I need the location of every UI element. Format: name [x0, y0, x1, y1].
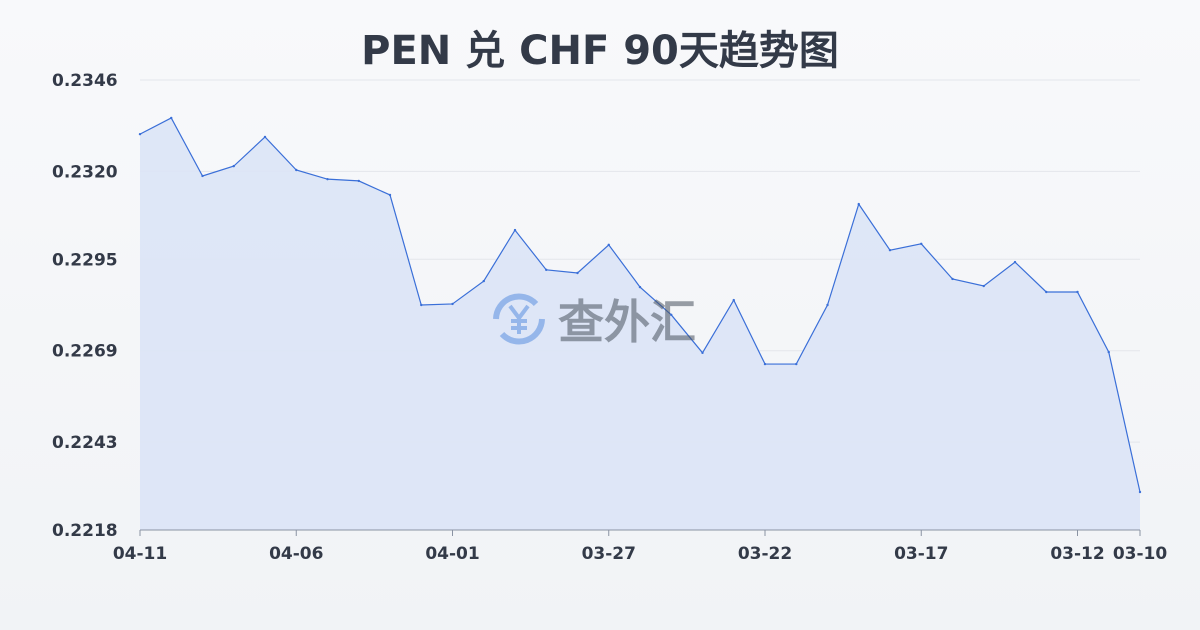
x-tick-label: 03-27 — [582, 544, 636, 564]
data-point — [888, 248, 892, 252]
watermark: 查外汇 — [488, 286, 696, 352]
data-point — [1076, 290, 1079, 294]
data-point — [295, 168, 298, 172]
y-tick-label: 0.2269 — [52, 342, 118, 362]
x-tick-label: 03-22 — [738, 544, 792, 564]
data-point — [701, 351, 704, 355]
data-point — [545, 268, 548, 272]
data-point — [388, 193, 392, 197]
data-point — [232, 164, 235, 168]
data-point — [638, 285, 642, 289]
chart-title: PEN 兑 CHF 90天趋势图 — [361, 28, 839, 74]
data-point — [1107, 350, 1110, 354]
x-tick-label: 04-11 — [113, 544, 167, 564]
y-tick-label: 0.2320 — [52, 162, 118, 182]
y-tick-label: 0.2243 — [52, 433, 118, 453]
data-point — [451, 302, 454, 306]
x-tick-label: 03-12 — [1050, 544, 1104, 564]
x-tick-label: 04-06 — [269, 544, 323, 564]
data-point — [1013, 260, 1017, 264]
data-point — [670, 313, 673, 317]
watermark-text: 查外汇 — [558, 295, 696, 349]
data-point — [1138, 490, 1142, 494]
data-point — [763, 362, 767, 366]
x-tick-label: 03-17 — [894, 544, 948, 564]
x-tick-label: 04-01 — [425, 544, 479, 564]
data-point — [263, 135, 267, 139]
yen-exchange-icon — [493, 293, 545, 345]
data-point — [170, 116, 173, 120]
data-point — [732, 298, 735, 302]
data-point — [1045, 290, 1048, 294]
data-point — [795, 362, 798, 366]
data-point — [982, 284, 985, 288]
data-point — [513, 228, 517, 232]
data-point — [482, 279, 485, 283]
area-fill — [140, 117, 1140, 530]
data-point — [138, 132, 142, 136]
data-point — [420, 303, 423, 307]
data-point — [201, 174, 204, 178]
data-point — [326, 177, 329, 181]
data-point — [357, 179, 360, 183]
data-point — [857, 202, 860, 206]
data-point — [951, 277, 954, 281]
y-tick-label: 0.2218 — [52, 521, 118, 541]
data-point — [920, 242, 923, 246]
data-point — [607, 243, 610, 247]
x-tick-label: 03-10 — [1113, 544, 1168, 564]
data-point — [826, 303, 829, 307]
y-tick-label: 0.2295 — [52, 250, 118, 270]
data-point — [576, 271, 579, 275]
y-tick-label: 0.2346 — [52, 71, 118, 91]
